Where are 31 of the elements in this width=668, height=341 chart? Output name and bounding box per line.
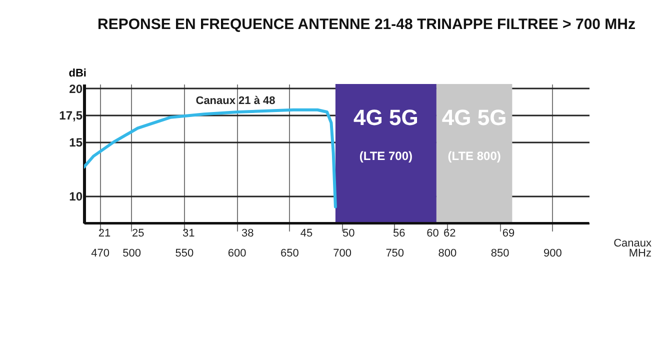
annotation: Canaux 21 à 48 [196, 95, 276, 107]
x-tick-label: 600 [228, 248, 246, 260]
line-series [84, 108, 337, 208]
x2-tick-label: 50 [342, 228, 355, 240]
chart-title: REPONSE EN FREQUENCE ANTENNE 21-48 TRINAPPE FILTREE > 700 MHz [97, 16, 636, 33]
x2-tick-label: 69 [502, 228, 515, 240]
y-tick-label: 17,5 [59, 108, 83, 123]
x2-tick-label: 38 [241, 228, 254, 240]
x2-tick-label: 56 [392, 228, 406, 240]
x-tick-label: 850 [490, 248, 510, 260]
band-label: 4G 5G (LTE 700) [354, 105, 418, 163]
x-tick-label: 900 [543, 248, 562, 260]
x-axis-title: MHz [628, 248, 652, 260]
x2-tick-label: 31 [182, 228, 195, 240]
y-tick-label: 15 [69, 136, 83, 150]
x2-tick-label: 25 [132, 228, 144, 240]
x2-tick-label: 21 [98, 228, 111, 240]
x-tick-label: 650 [280, 248, 299, 260]
x-tick-label: 700 [333, 248, 352, 260]
y-tick-label: 20 [69, 82, 83, 96]
x-tick-label: 470 [91, 248, 110, 260]
x-tick-label: 800 [438, 248, 457, 260]
y-tick-label: 10 [69, 190, 83, 204]
x2-tick-label: 45 [300, 228, 313, 240]
x-tick-label: 550 [175, 248, 194, 260]
y-axis-title: dBi [68, 68, 86, 80]
x2-tick-label: 62 [443, 228, 456, 240]
x-tick-label: 500 [122, 248, 142, 260]
x2-axis-title: Canaux [614, 238, 652, 250]
x-tick-label: 750 [386, 248, 404, 260]
x2-tick-label: 60 [426, 228, 439, 240]
